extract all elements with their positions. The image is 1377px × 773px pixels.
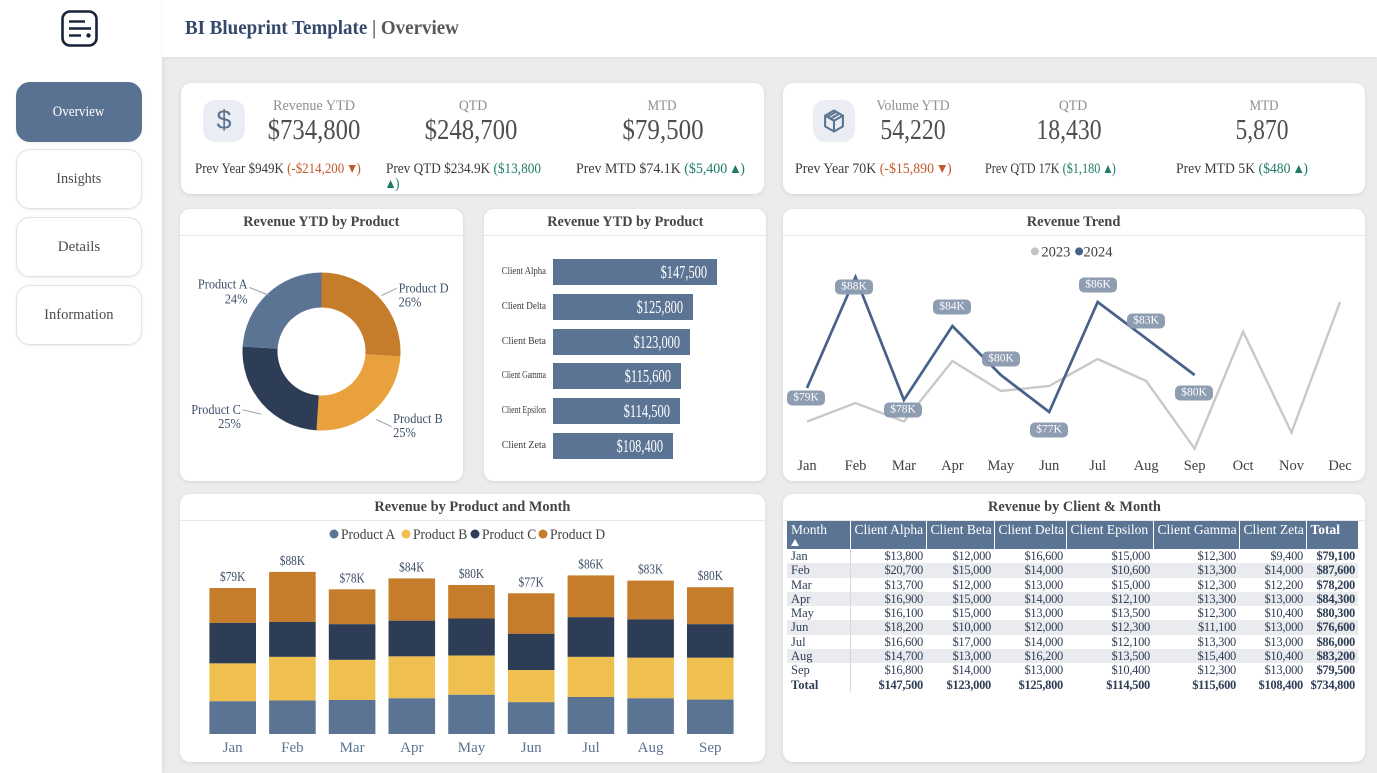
svg-text:Feb: Feb xyxy=(845,458,867,474)
svg-text:Jul: Jul xyxy=(1089,458,1106,474)
svg-text:$80K: $80K xyxy=(698,568,724,583)
svg-text:Jul: Jul xyxy=(582,740,600,756)
svg-text:$86K: $86K xyxy=(578,556,604,571)
svg-text:$77K: $77K xyxy=(519,574,545,589)
svg-text:$88K: $88K xyxy=(280,553,306,568)
svg-text:Jun: Jun xyxy=(1039,458,1060,474)
svg-text:25%: 25% xyxy=(218,416,241,431)
svg-text:Aug: Aug xyxy=(1134,458,1159,474)
svg-text:Product D: Product D xyxy=(550,527,605,543)
svg-text:Aug: Aug xyxy=(638,740,664,756)
svg-text:Nov: Nov xyxy=(1279,458,1305,474)
svg-text:24%: 24% xyxy=(225,292,248,307)
svg-text:Product B: Product B xyxy=(393,411,443,426)
svg-text:2024: 2024 xyxy=(1084,244,1114,260)
svg-text:$79K: $79K xyxy=(220,569,246,584)
svg-text:Sep: Sep xyxy=(1184,458,1206,474)
svg-text:Jun: Jun xyxy=(521,740,542,756)
svg-text:$78K: $78K xyxy=(339,570,365,585)
svg-text:Mar: Mar xyxy=(340,740,365,756)
svg-text:Sep: Sep xyxy=(699,740,722,756)
svg-text:Jan: Jan xyxy=(223,740,243,756)
svg-text:$83K: $83K xyxy=(638,562,664,577)
svg-text:Product A: Product A xyxy=(341,527,396,543)
svg-text:May: May xyxy=(988,458,1015,474)
svg-text:$80K: $80K xyxy=(459,566,485,581)
svg-text:Apr: Apr xyxy=(400,740,423,756)
svg-text:May: May xyxy=(458,740,486,756)
svg-text:Dec: Dec xyxy=(1328,458,1351,474)
svg-text:Mar: Mar xyxy=(892,458,916,474)
svg-text:25%: 25% xyxy=(393,425,416,440)
svg-text:Product C: Product C xyxy=(191,402,241,417)
svg-text:Jan: Jan xyxy=(797,458,817,474)
svg-text:Product A: Product A xyxy=(198,276,248,291)
svg-text:Product C: Product C xyxy=(482,527,536,543)
svg-text:Apr: Apr xyxy=(941,458,964,474)
svg-text:$84K: $84K xyxy=(399,559,425,574)
svg-text:Oct: Oct xyxy=(1233,458,1254,474)
svg-text:Product D: Product D xyxy=(399,281,449,296)
svg-text:2023: 2023 xyxy=(1041,244,1070,260)
svg-text:Product B: Product B xyxy=(413,527,467,543)
svg-text:26%: 26% xyxy=(399,295,422,310)
svg-text:Feb: Feb xyxy=(281,740,304,756)
